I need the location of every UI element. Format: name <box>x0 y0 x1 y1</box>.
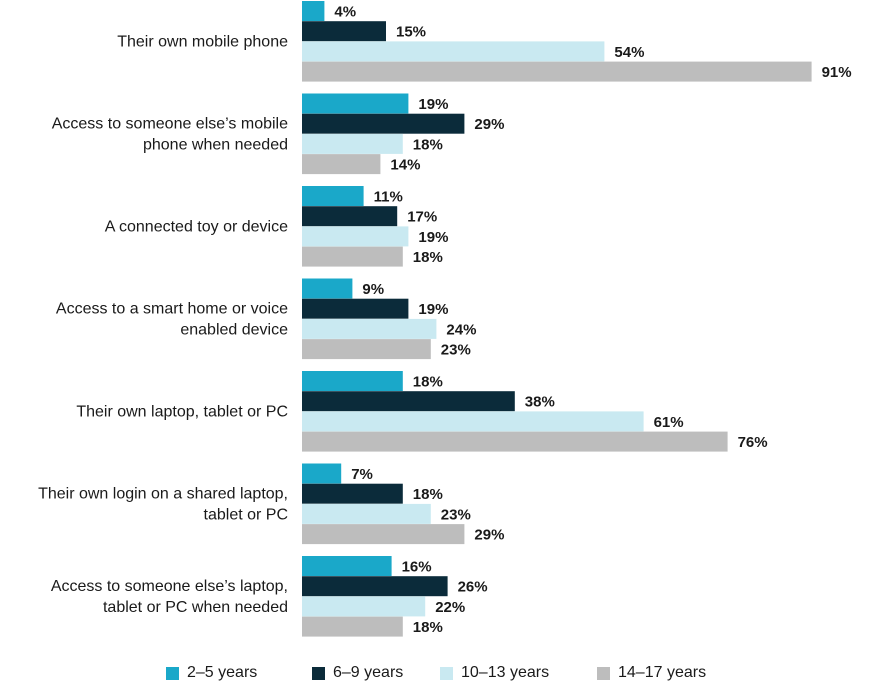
value-label: 29% <box>474 116 504 133</box>
value-label: 7% <box>351 466 373 483</box>
bar <box>302 154 381 175</box>
value-label: 18% <box>413 136 443 153</box>
legend-label-2-5: 2–5 years <box>187 664 258 681</box>
value-label: 22% <box>435 599 465 616</box>
legend-label-14-17: 14–17 years <box>618 664 707 681</box>
category-label: A connected toy or device <box>105 218 288 235</box>
bar <box>302 318 437 339</box>
category-label: Their own mobile phone <box>117 33 288 50</box>
value-label: 76% <box>738 434 768 451</box>
value-label: 23% <box>441 506 471 523</box>
category-label: Access to someone else’s laptop, <box>51 578 288 595</box>
legend-swatch-14-17 <box>597 666 610 680</box>
bar <box>302 391 515 412</box>
legend-item-10-13: 10–13 years <box>440 664 549 682</box>
legend: 2–5 years 6–9 years 10–13 years 14–17 ye… <box>0 664 872 686</box>
bar <box>302 616 403 637</box>
legend-swatch-2-5 <box>166 666 179 680</box>
value-label: 15% <box>396 24 426 41</box>
value-label: 4% <box>334 4 356 21</box>
bar <box>302 463 342 484</box>
value-label: 18% <box>413 619 443 636</box>
bar <box>302 61 812 82</box>
bar <box>302 1 325 21</box>
bar <box>302 133 403 154</box>
value-label: 91% <box>822 64 852 81</box>
value-label: 23% <box>441 342 471 359</box>
value-label: 19% <box>418 229 448 246</box>
legend-swatch-6-9 <box>312 666 325 680</box>
bar <box>302 206 398 227</box>
legend-label-6-9: 6–9 years <box>333 664 404 681</box>
bars <box>302 1 812 637</box>
legend-item-6-9: 6–9 years <box>312 664 403 682</box>
legend-label-10-13: 10–13 years <box>461 664 550 681</box>
bar <box>302 556 392 576</box>
value-label: 17% <box>407 209 437 226</box>
value-label: 54% <box>614 44 644 61</box>
bar <box>302 503 431 524</box>
value-label: 24% <box>446 321 476 338</box>
bar <box>302 41 605 62</box>
legend-item-2-5: 2–5 years <box>166 664 257 682</box>
bar <box>302 524 465 545</box>
value-label: 29% <box>474 527 504 544</box>
category-label: Their own login on a shared laptop, <box>38 485 288 502</box>
value-label: 16% <box>402 559 432 576</box>
bar <box>302 113 465 134</box>
value-label: 61% <box>654 414 684 431</box>
bar <box>302 246 403 267</box>
value-label: 14% <box>390 157 420 174</box>
category-labels: Their own mobile phone Access to someone … <box>38 33 288 616</box>
category-label: tablet or PC when needed <box>103 599 288 616</box>
value-label: 38% <box>525 394 555 411</box>
bar <box>302 339 431 360</box>
bar-chart: Their own mobile phone Access to someone … <box>38 1 852 637</box>
legend-item-14-17: 14–17 years <box>597 664 706 682</box>
category-label: Access to someone else’s mobile <box>52 115 288 132</box>
value-label: 26% <box>458 579 488 596</box>
category-label: tablet or PC <box>204 506 288 523</box>
bar <box>302 93 409 114</box>
bar <box>302 186 364 206</box>
bar <box>302 483 403 504</box>
value-label: 9% <box>362 281 384 298</box>
bar <box>302 278 353 299</box>
category-label: Access to a smart home or voice <box>56 300 288 317</box>
value-labels: 4% 15% 54% 91% 19% 29% 18% 14% 11%17% 19% 18% 9% 19%… <box>334 4 851 637</box>
bar <box>302 298 409 319</box>
bar <box>302 226 409 247</box>
value-label: 19% <box>418 96 448 113</box>
bar <box>302 411 644 432</box>
bar <box>302 371 403 391</box>
legend-swatch-10-13 <box>440 666 453 680</box>
bar <box>302 596 426 617</box>
category-label: Their own laptop, tablet or PC <box>76 403 288 420</box>
value-label: 18% <box>413 486 443 503</box>
value-label: 11% <box>374 189 403 206</box>
category-label: phone when needed <box>143 136 288 153</box>
bar <box>302 21 386 42</box>
bar <box>302 576 448 597</box>
category-label: enabled device <box>180 321 288 338</box>
value-label: 19% <box>418 301 448 318</box>
value-label: 18% <box>413 249 443 266</box>
bar <box>302 431 728 452</box>
value-label: 18% <box>413 374 443 391</box>
